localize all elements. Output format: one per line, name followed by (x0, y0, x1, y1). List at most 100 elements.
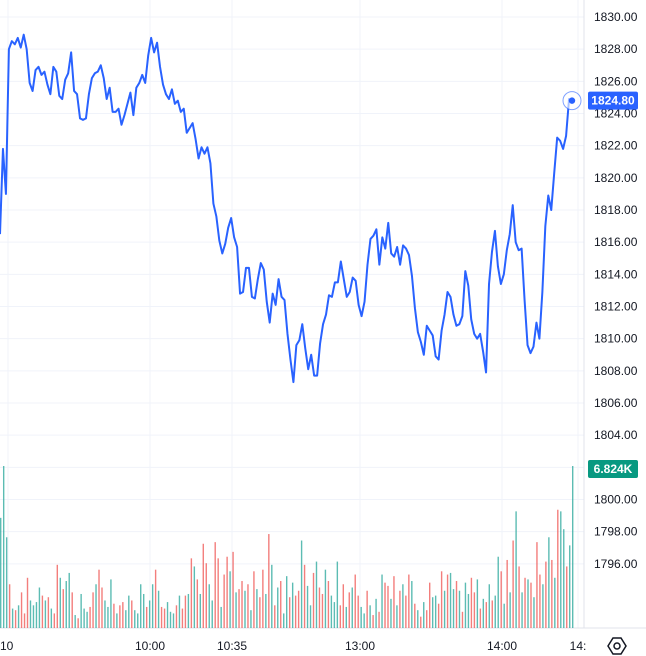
volume-bar (151, 584, 154, 628)
volume-bar (214, 542, 216, 628)
volume-bar (530, 582, 532, 628)
price-tick-label: 1804.00 (594, 428, 638, 442)
volume-bar (288, 597, 291, 628)
volume-bar (503, 603, 505, 628)
volume-bar (545, 561, 547, 628)
volume-bar (473, 592, 476, 628)
volume-bar (205, 563, 207, 628)
volume-bar (59, 577, 61, 628)
volume-bar (131, 600, 133, 628)
volume-bar (542, 584, 544, 628)
volume-bar (280, 581, 282, 628)
price-tick-label: 1800.00 (594, 493, 638, 507)
volume-bar (2, 466, 5, 628)
volume-bar (175, 605, 178, 628)
volume-bar (423, 602, 425, 628)
volume-bar (342, 584, 345, 628)
volume-bar (190, 558, 193, 628)
volume-bar (95, 584, 97, 628)
volume-bar (512, 540, 514, 628)
volume-bar (300, 540, 303, 628)
volume-bar (476, 579, 479, 628)
volume-bar (294, 595, 297, 628)
volume-bar (196, 579, 199, 628)
volume-bar (274, 605, 276, 628)
volume-bar (101, 587, 103, 628)
volume-bar (524, 577, 526, 628)
volume-bar (143, 593, 145, 628)
volume-bar (339, 605, 342, 628)
volume-bar (199, 593, 202, 628)
volume-bar (169, 611, 172, 628)
volume-bar (500, 571, 502, 628)
last-price-marker (562, 91, 582, 111)
volume-bar (378, 611, 380, 628)
volume-bar (509, 592, 511, 628)
price-tick-label: 1826.00 (594, 74, 638, 88)
volume-bar (160, 606, 163, 628)
volume-bar (521, 592, 523, 628)
volume-bar (277, 587, 279, 628)
volume-bar (372, 615, 374, 628)
volume-bar (560, 511, 562, 628)
volume-bar (89, 606, 91, 628)
volume-bar (113, 603, 115, 628)
volume-bar (244, 590, 246, 628)
volume-bar (306, 585, 309, 628)
volume-bar (148, 600, 151, 628)
volume-bar (268, 534, 270, 628)
volume-bar (420, 616, 422, 628)
volume-bar (470, 577, 473, 628)
price-tick-label: 1814.00 (594, 267, 638, 281)
volume-bar (494, 595, 496, 628)
volume-bar (119, 605, 121, 628)
time-tick-label: 14:00 (487, 639, 517, 653)
volume-bar (324, 569, 327, 628)
volume-bar (396, 605, 398, 628)
price-tick-label: 1808.00 (594, 364, 638, 378)
volume-bar (330, 595, 333, 628)
volume-bar (405, 595, 407, 628)
volume-bar (449, 572, 452, 628)
price-tick-label: 1796.00 (594, 557, 638, 571)
volume-bar (393, 576, 395, 628)
volume-bar (187, 593, 190, 628)
volume-bar (202, 543, 204, 628)
volume-bar (354, 574, 356, 628)
volume-bar (80, 593, 82, 628)
volume-bar (417, 610, 419, 628)
volume-bar (360, 606, 362, 628)
volume-bar (387, 585, 389, 628)
volume-bar (253, 571, 255, 628)
volume-bar (128, 595, 130, 628)
volume-bar (163, 608, 166, 628)
volume-bar (223, 574, 225, 628)
volume-bar (563, 529, 565, 628)
price-tick-label: 1806.00 (594, 396, 638, 410)
volume-bar (247, 584, 249, 628)
price-badge-label: 1824.80 (591, 94, 635, 108)
settings-gear-icon[interactable] (607, 636, 627, 656)
volume-bar (11, 608, 14, 628)
time-tick-label: 10 (0, 639, 14, 653)
volume-bar (110, 579, 112, 628)
price-tick-label: 1828.00 (594, 42, 638, 56)
price-tick-label: 1824.00 (594, 107, 638, 121)
volume-bar (446, 574, 449, 628)
volume-bar (29, 600, 32, 628)
volume-bar (125, 610, 127, 628)
volume-bar (32, 605, 35, 628)
volume-bar (429, 582, 431, 628)
volume-bar (458, 590, 461, 628)
volume-bars (0, 466, 574, 628)
volume-bar (53, 613, 56, 628)
volume-bar (172, 613, 175, 628)
volume-bar (461, 611, 464, 628)
volume-badge-label: 6.824K (594, 462, 633, 476)
volume-bar (26, 577, 29, 628)
volume-bar (83, 608, 85, 628)
volume-badge: 6.824K (588, 460, 638, 478)
volume-bar (539, 574, 541, 628)
volume-bar (71, 592, 73, 628)
